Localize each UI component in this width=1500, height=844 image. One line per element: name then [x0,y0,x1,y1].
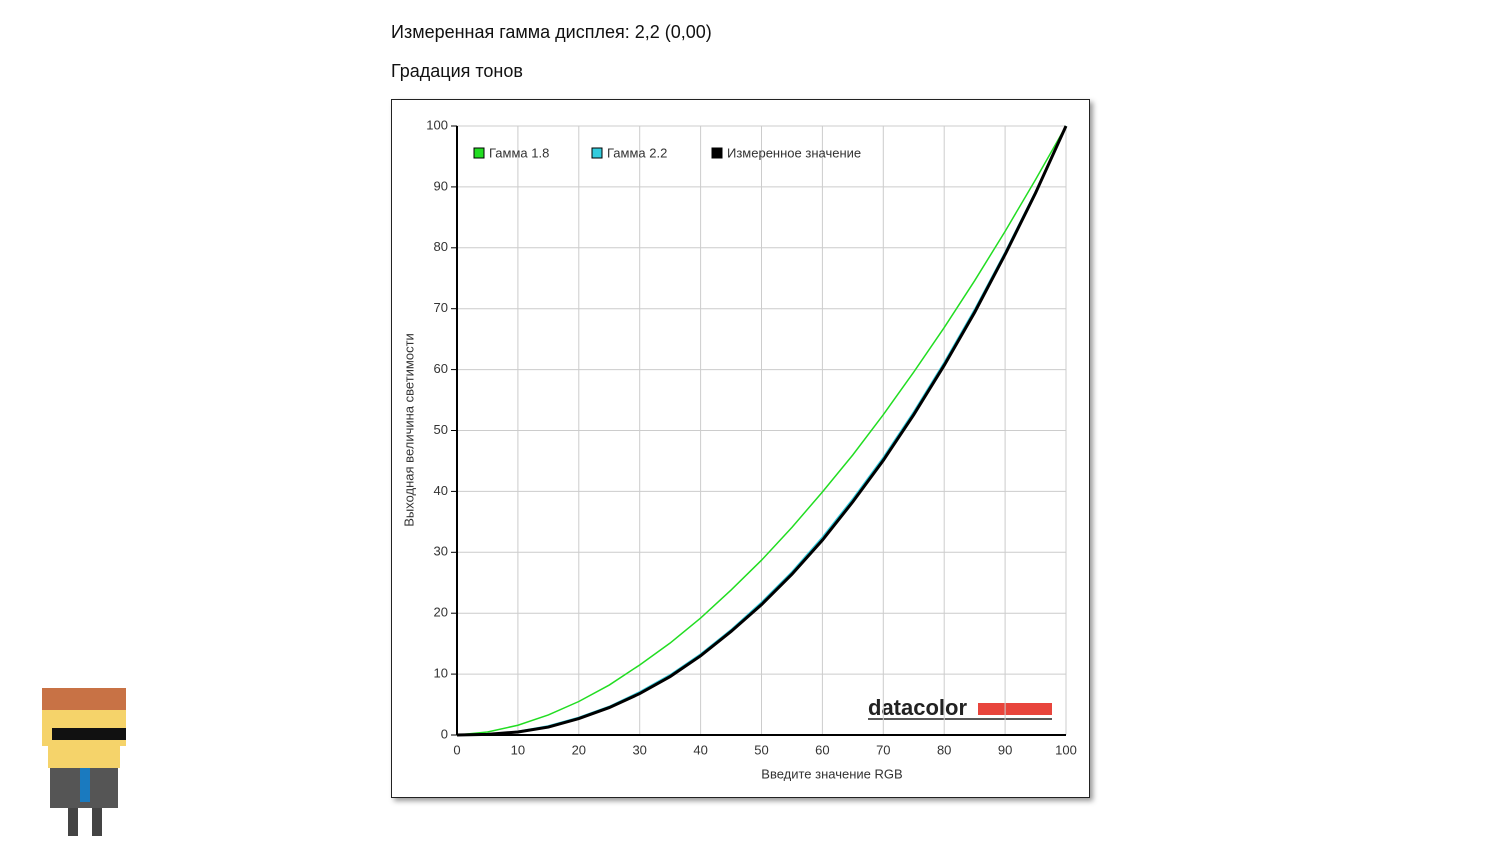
chart-frame: Введите значение RGB Выходная величина с… [391,99,1090,798]
y-tick-label: 100 [426,117,448,132]
x-tick-label: 60 [815,742,829,757]
x-tick-label: 30 [632,742,646,757]
y-tick-label: 40 [434,483,448,498]
y-tick-label: 20 [434,605,448,620]
x-tick-label: 20 [572,742,586,757]
y-tick-label: 10 [434,666,448,681]
x-tick-label: 100 [1055,742,1077,757]
x-tick-label: 80 [937,742,951,757]
series-line [456,125,1067,736]
legend-label: Гамма 1.8 [489,145,549,160]
legend-swatch [711,147,723,159]
x-tick-label: 0 [453,742,460,757]
y-tick-label: 70 [434,300,448,315]
x-tick-label: 10 [511,742,525,757]
logo: datacolor [868,695,967,720]
legend-label: Измеренное значение [727,145,861,160]
series-line [456,125,1068,737]
x-tick-label: 40 [693,742,707,757]
y-tick-label: 50 [434,422,448,437]
x-tick-label: 50 [754,742,768,757]
legend-label: Гамма 2.2 [607,145,667,160]
section-title: Градация тонов [391,61,523,81]
legend-swatch [473,147,485,159]
y-tick-label: 80 [434,239,448,254]
chart: Введите значение RGB Выходная величина с… [401,117,1077,781]
y-tick-label: 0 [441,726,448,741]
x-tick-label: 90 [998,742,1012,757]
gamma-text: Измеренная гамма дисплея: 2,2 (0,00) [391,22,712,42]
legend-swatch [591,147,603,159]
y-tick-label: 90 [434,178,448,193]
logo-bar [978,703,1052,715]
x-tick-label: 70 [876,742,890,757]
y-tick-label: 60 [434,361,448,376]
mascot [42,688,126,836]
y-axis-label: Выходная величина светимости [401,333,416,527]
x-axis-label: Введите значение RGB [761,766,902,781]
y-tick-label: 30 [434,544,448,559]
